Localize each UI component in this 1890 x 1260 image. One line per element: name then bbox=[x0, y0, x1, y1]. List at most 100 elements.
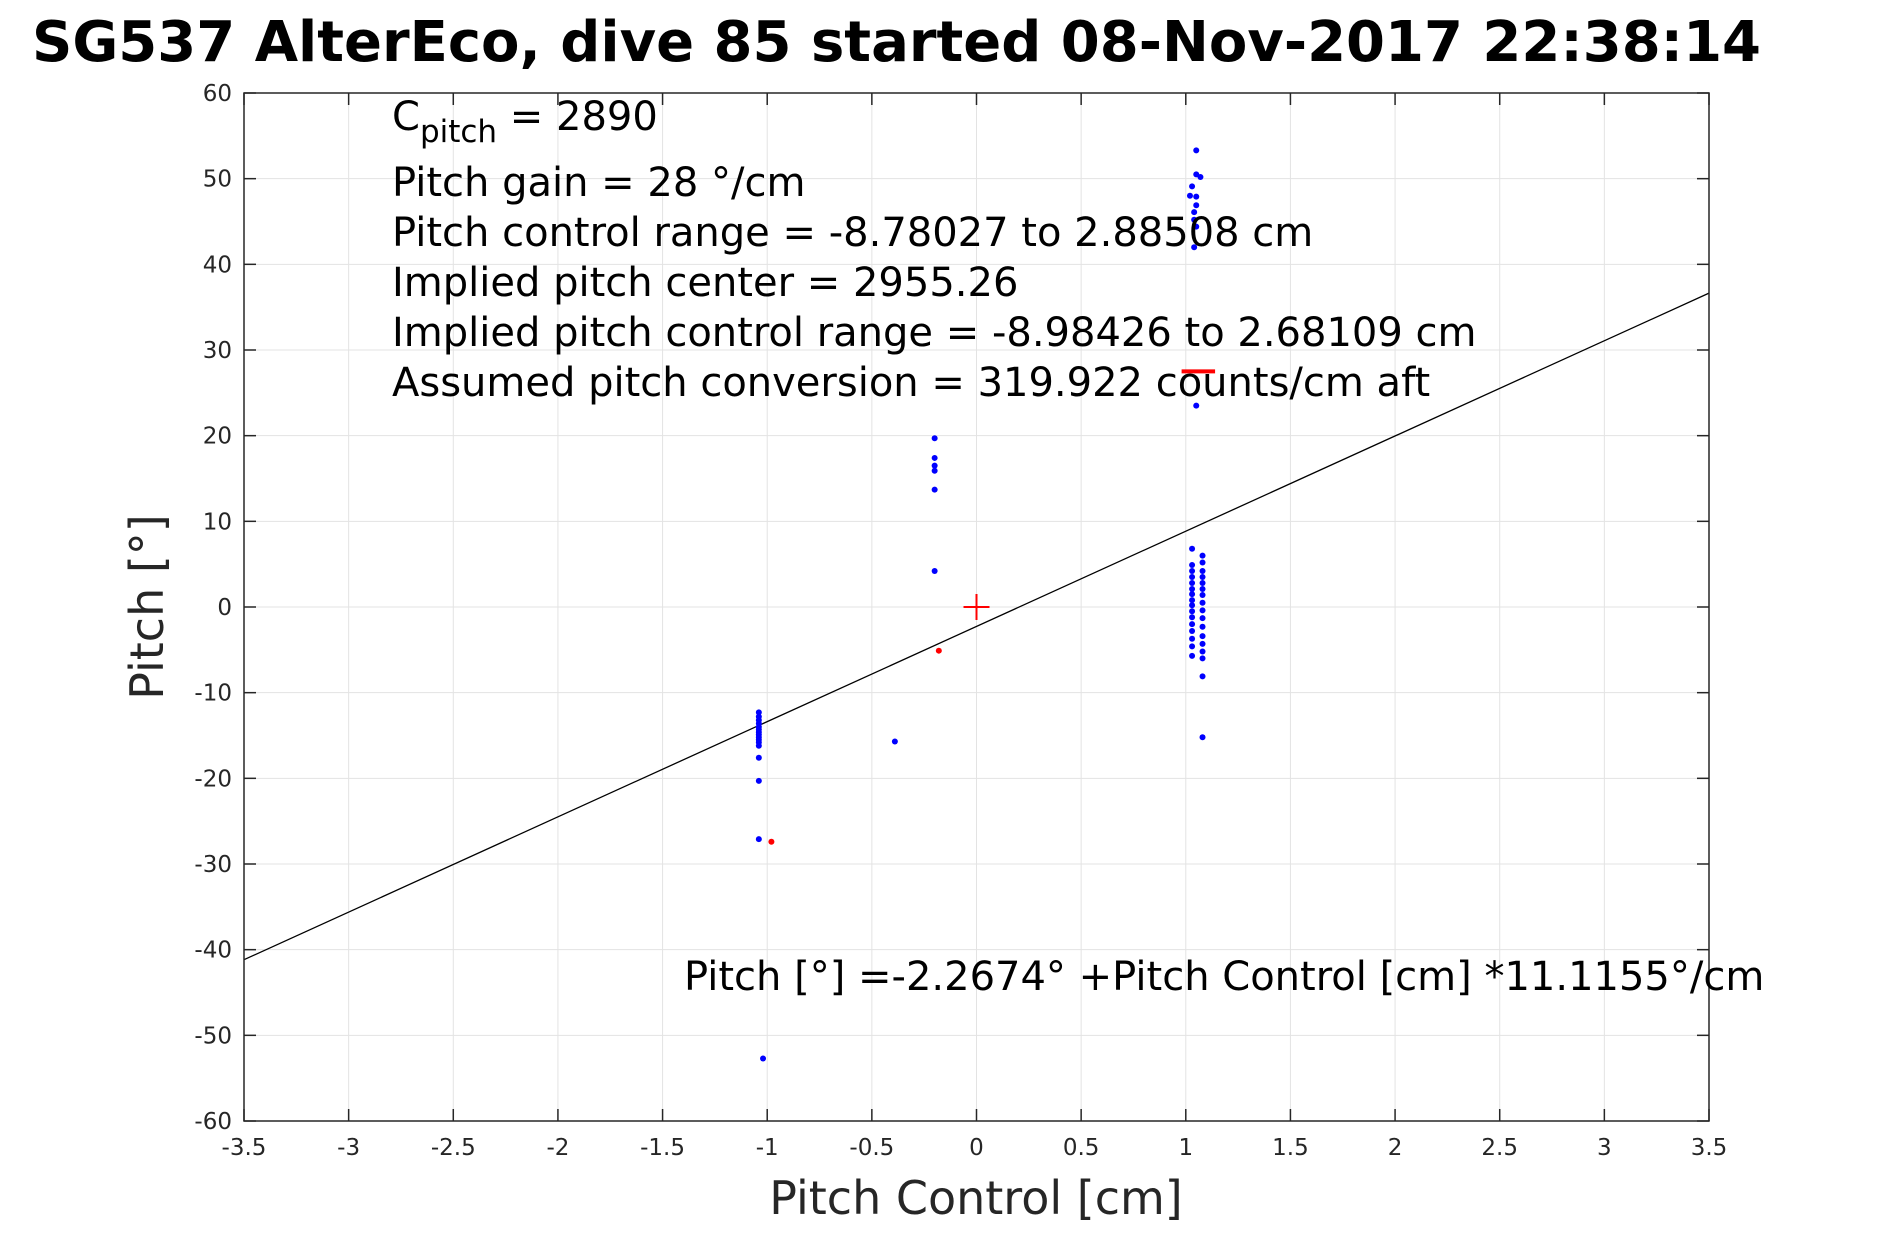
data-point bbox=[1189, 574, 1196, 581]
axis-ticks bbox=[243, 92, 1710, 1122]
y-tick-label: -50 bbox=[194, 1023, 232, 1049]
data-point bbox=[1193, 202, 1200, 209]
data-point bbox=[1197, 173, 1204, 180]
data-point bbox=[935, 647, 942, 654]
x-tick-label: -2.5 bbox=[431, 1135, 476, 1161]
annotation-c-pitch-subscript: pitch bbox=[420, 114, 497, 150]
x-axis-label: Pitch Control [cm] bbox=[769, 1171, 1183, 1225]
data-point bbox=[1189, 627, 1196, 634]
data-point bbox=[1199, 655, 1206, 662]
x-tick-label: 1 bbox=[1178, 1135, 1193, 1161]
x-tick-label: -3 bbox=[337, 1135, 360, 1161]
data-point bbox=[1189, 545, 1196, 552]
data-point bbox=[1199, 673, 1206, 680]
data-point bbox=[931, 467, 938, 474]
x-tick-label: -1.5 bbox=[640, 1135, 685, 1161]
data-point bbox=[1199, 586, 1206, 593]
annotation-implied-range: Implied pitch control range = -8.98426 t… bbox=[392, 310, 1476, 356]
annotation-block: Cpitch = 2890 Pitch gain = 28 °/cm Pitch… bbox=[392, 94, 1764, 1000]
data-point bbox=[1189, 183, 1196, 190]
y-tick-label: -10 bbox=[194, 681, 232, 707]
data-point bbox=[1199, 552, 1206, 559]
annotation-fit-equation: Pitch [°] =-2.2674° +Pitch Control [cm] … bbox=[684, 954, 1764, 1000]
annotation-control-range: Pitch control range = -8.78027 to 2.8850… bbox=[392, 210, 1313, 256]
x-tick-label: -3.5 bbox=[222, 1135, 267, 1161]
y-tick-label: -40 bbox=[194, 938, 232, 964]
y-tick-labels: -60 -50 -40 -30 -20 -10 0 10 20 30 40 50 60 bbox=[194, 81, 232, 1135]
y-tick-label: 10 bbox=[203, 509, 232, 535]
data-point bbox=[1189, 586, 1196, 593]
annotation-pitch-gain: Pitch gain = 28 °/cm bbox=[392, 160, 805, 206]
x-tick-label: 0 bbox=[969, 1135, 984, 1161]
data-point bbox=[755, 742, 762, 749]
data-point bbox=[1193, 223, 1200, 230]
fit-line bbox=[243, 292, 1710, 961]
y-tick-label: 30 bbox=[203, 338, 232, 364]
y-tick-label: 60 bbox=[203, 81, 232, 107]
data-point bbox=[1189, 568, 1196, 575]
y-tick-label: -30 bbox=[194, 852, 232, 878]
x-tick-label: 3 bbox=[1597, 1135, 1612, 1161]
fit-line-layer bbox=[243, 292, 1710, 961]
data-point bbox=[1191, 216, 1198, 223]
annotation-implied-center: Implied pitch center = 2955.26 bbox=[392, 260, 1018, 306]
data-point bbox=[1189, 597, 1196, 604]
data-point bbox=[1189, 643, 1196, 650]
y-tick-label: 50 bbox=[203, 167, 232, 193]
x-tick-label: 2 bbox=[1388, 1135, 1403, 1161]
data-point bbox=[891, 738, 898, 745]
data-point bbox=[755, 754, 762, 761]
data-point bbox=[1199, 640, 1206, 647]
data-point bbox=[755, 709, 762, 716]
data-point bbox=[1199, 615, 1206, 622]
data-point bbox=[1199, 574, 1206, 581]
x-tick-label: -0.5 bbox=[849, 1135, 894, 1161]
data-point bbox=[768, 838, 775, 845]
data-point bbox=[1199, 592, 1206, 599]
data-point bbox=[1191, 244, 1198, 251]
data-point bbox=[1193, 193, 1200, 200]
x-tick-label: 3.5 bbox=[1691, 1135, 1728, 1161]
data-point bbox=[1199, 580, 1206, 587]
y-tick-label: -20 bbox=[194, 766, 232, 792]
x-tick-labels: -3.5 -3 -2.5 -2 -1.5 -1 -0.5 0 0.5 1 1.5 2 2.5 3 3.5 bbox=[222, 1135, 1728, 1161]
data-point bbox=[760, 1055, 767, 1062]
data-point bbox=[1193, 147, 1200, 154]
data-point bbox=[931, 462, 938, 469]
annotation-c-pitch: Cpitch = 2890 bbox=[392, 94, 658, 150]
data-point bbox=[1199, 568, 1206, 575]
data-point bbox=[1189, 635, 1196, 642]
data-point bbox=[1193, 402, 1200, 409]
data-point bbox=[931, 435, 938, 442]
data-point bbox=[1189, 608, 1196, 615]
x-tick-label: -1 bbox=[756, 1135, 779, 1161]
data-point bbox=[1189, 591, 1196, 598]
annotation-c-pitch-value: = 2890 bbox=[497, 94, 658, 140]
data-point bbox=[1189, 580, 1196, 587]
data-point bbox=[755, 777, 762, 784]
y-tick-label: 0 bbox=[217, 595, 232, 621]
x-tick-label: 2.5 bbox=[1481, 1135, 1518, 1161]
data-point bbox=[755, 836, 762, 843]
y-axis-label: Pitch [°] bbox=[120, 514, 174, 700]
data-point bbox=[1199, 633, 1206, 640]
annotation-conversion: Assumed pitch conversion = 319.922 count… bbox=[392, 360, 1430, 406]
annotation-c-pitch-symbol: C bbox=[392, 94, 420, 140]
data-point bbox=[1199, 648, 1206, 655]
data-point bbox=[931, 454, 938, 461]
data-point bbox=[1199, 599, 1206, 606]
data-point bbox=[1199, 734, 1206, 741]
x-tick-label: -2 bbox=[546, 1135, 569, 1161]
data-point bbox=[1191, 209, 1198, 216]
x-tick-label: 0.5 bbox=[1063, 1135, 1100, 1161]
data-point bbox=[1199, 623, 1206, 630]
data-point bbox=[1189, 602, 1196, 609]
data-point bbox=[1189, 562, 1196, 569]
data-point bbox=[931, 568, 938, 575]
data-point bbox=[1199, 559, 1206, 566]
data-points bbox=[755, 147, 1206, 1062]
y-tick-label: 20 bbox=[203, 424, 232, 450]
data-point bbox=[931, 486, 938, 493]
x-tick-label: 1.5 bbox=[1272, 1135, 1309, 1161]
